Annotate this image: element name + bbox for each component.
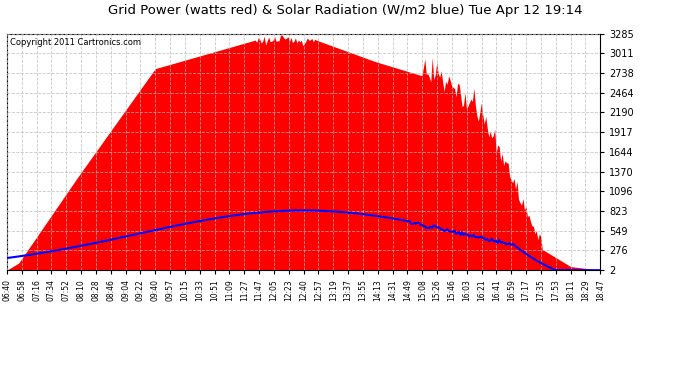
Text: Copyright 2011 Cartronics.com: Copyright 2011 Cartronics.com	[10, 39, 141, 48]
Text: Grid Power (watts red) & Solar Radiation (W/m2 blue) Tue Apr 12 19:14: Grid Power (watts red) & Solar Radiation…	[108, 4, 582, 17]
